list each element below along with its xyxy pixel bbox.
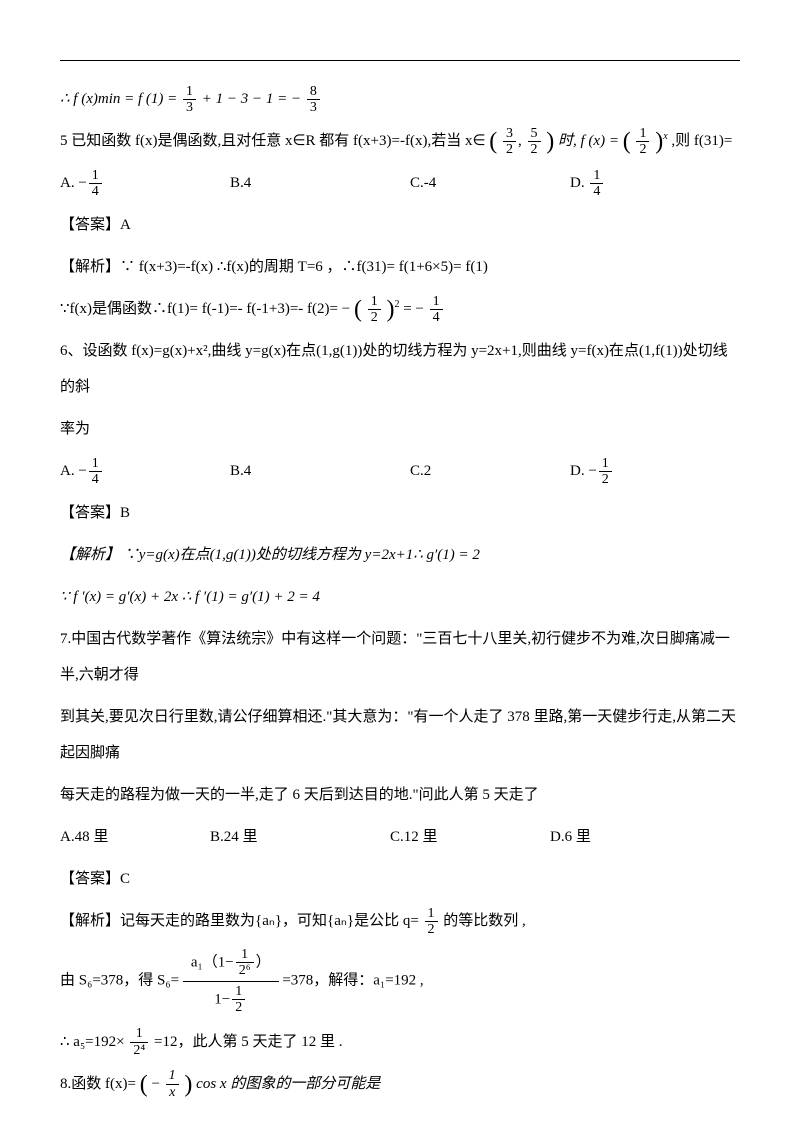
q5-opt-d: D. 14 (570, 165, 605, 201)
q5-stem-a: 5 已知函数 f(x)是偶函数,且对任意 x∈R 都有 f(x+3)=-f(x)… (60, 133, 486, 149)
q6-sol2: ∵ f ′(x) = g′(x) + 2x ∴ f ′(1) = g′(1) +… (60, 579, 740, 615)
lparen-icon: ( (489, 129, 497, 155)
q6-opt-a: A. −14 (60, 453, 230, 489)
q5-base: 12 (636, 126, 649, 158)
q5-options: A. −14 B.4 C.-4 D. 14 (60, 165, 740, 201)
eq-top-prefix: ∴ f (x)min = f (1) = (60, 91, 181, 107)
q8-stem: 8.函数 f(x)= ( − 1x ) cos x 的图象的一部分可能是 (60, 1066, 740, 1102)
frac-1-3: 13 (183, 84, 196, 116)
q7-opt-a: A.48 里 (60, 819, 210, 855)
q5-opt-a: A. −14 (60, 165, 230, 201)
q7-sol2: 由 S₆=378，得 S₆= a₁（1−12⁶） 1−12 =378，解得：a₁… (60, 945, 740, 1018)
rparen-icon: ) (546, 129, 554, 155)
q7-options: A.48 里 B.24 里 C.12 里 D.6 里 (60, 819, 740, 855)
q6-opt-b: B.4 (230, 453, 410, 489)
q5-opt-b: B.4 (230, 165, 410, 201)
q5-exp: x (663, 131, 667, 142)
frac-8-3: 83 (307, 84, 320, 116)
q7-opt-b: B.24 里 (210, 819, 390, 855)
q6-stem: 6、设函数 f(x)=g(x)+x²,曲线 y=g(x)在点(1,g(1))处的… (60, 333, 740, 405)
q7-answer: 【答案】C (60, 861, 740, 897)
q6-options: A. −14 B.4 C.2 D. −12 (60, 453, 740, 489)
q5-stem: 5 已知函数 f(x)是偶函数,且对任意 x∈R 都有 f(x+3)=-f(x)… (60, 123, 740, 159)
q7-l3: 每天走的路程为做一天的一半,走了 6 天后到达目的地."问此人第 5 天走了 (60, 777, 740, 813)
eq-top-mid: + 1 − 3 − 1 = − (202, 91, 301, 107)
q7-opt-c: C.12 里 (390, 819, 550, 855)
q7-opt-d: D.6 里 (550, 819, 591, 855)
q5-sol2: ∵f(x)是偶函数∴f(1)= f(-1)=- f(-1+3)=- f(2)= … (60, 291, 740, 327)
q5-stem-b: 时, f (x) = (558, 133, 623, 149)
q7-sol1: 【解析】记每天走的路里数为{aₙ}，可知{aₙ}是公比 q= 12 的等比数列 … (60, 903, 740, 939)
q7-big-frac: a₁（1−12⁶） 1−12 (183, 945, 279, 1018)
q7-sol3: ∴ a₅=192× 12⁴ =12，此人第 5 天走了 12 里 . (60, 1024, 740, 1060)
q6-opt-d: D. −12 (570, 453, 614, 489)
q5-answer: 【答案】A (60, 207, 740, 243)
q6-answer: 【答案】B (60, 495, 740, 531)
top-rule (60, 60, 740, 61)
q5-opt-c: C.-4 (410, 165, 570, 201)
q5-stem-c: ,则 f(31)= (671, 133, 732, 149)
q7-l1: 7.中国古代数学著作《算法统宗》中有这样一个问题："三百七十八里关,初行健步不为… (60, 621, 740, 693)
q7-l2: 到其关,要见次日行里数,请公仔细算相还."其大意为："有一个人走了 378 里路… (60, 699, 740, 771)
q6-opt-c: C.2 (410, 453, 570, 489)
q5-sol1: 【解析】∵ f(x+3)=-f(x) ∴f(x)的周期 T=6 ，∴f(31)=… (60, 249, 740, 285)
lparen2-icon: ( (623, 129, 631, 155)
q5-int-l: 32 (503, 126, 516, 158)
q6-stem2: 率为 (60, 411, 740, 447)
eq-top: ∴ f (x)min = f (1) = 13 + 1 − 3 − 1 = − … (60, 81, 740, 117)
q5-int-r: 52 (528, 126, 541, 158)
q6-sol1: 【解析】 ∵y=g(x)在点(1,g(1))处的切线方程为 y=2x+1∴ g′… (60, 537, 740, 573)
